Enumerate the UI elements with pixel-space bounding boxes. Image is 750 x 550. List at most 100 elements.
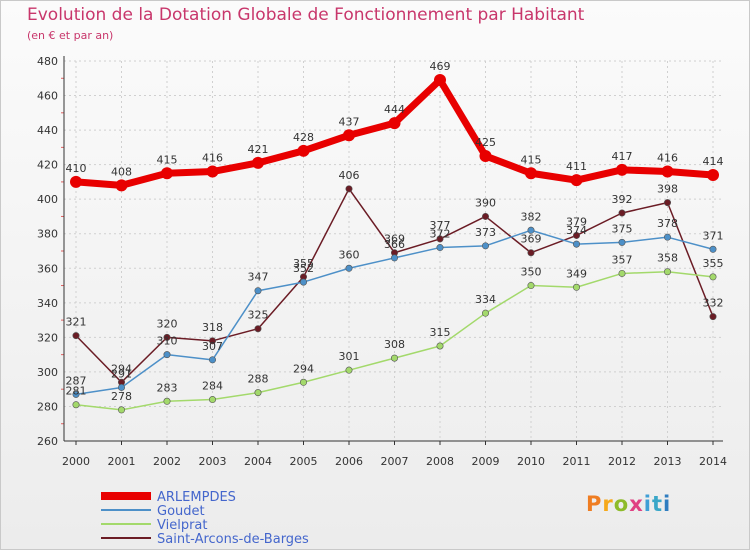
data-label-vielprat-2014: 355: [703, 257, 724, 270]
legend-label-arlempdes: ARLEMPDES: [157, 490, 236, 505]
point-saint-arcons-de-barges-2014: [709, 313, 717, 321]
point-saint-arcons-de-barges-2006: [345, 185, 353, 193]
point-goudet-2011: [572, 240, 580, 248]
proxiti-logo: Proxiti: [586, 492, 671, 516]
point-vielprat-2010: [527, 282, 535, 290]
point-vielprat-2012: [618, 269, 626, 277]
x-tick-label-2006: 2006: [335, 455, 363, 468]
legend: ARLEMPDESGoudetVielpratSaint-Arcons-de-B…: [101, 490, 309, 547]
data-label-goudet-2009: 373: [475, 226, 496, 239]
data-label-saint-arcons-de-barges-2004: 325: [248, 309, 269, 322]
data-label-vielprat-2001: 278: [111, 390, 132, 403]
data-label-vielprat-2010: 350: [521, 266, 542, 279]
data-label-goudet-2007: 366: [384, 238, 405, 251]
x-tick-label-2011: 2011: [563, 455, 591, 468]
data-label-saint-arcons-de-barges-2012: 392: [612, 193, 633, 206]
logo-letter: r: [602, 492, 614, 516]
point-arlempdes-2014: [707, 169, 719, 181]
point-saint-arcons-de-barges-2000: [72, 332, 80, 340]
point-goudet-2012: [618, 238, 626, 246]
legend-label-vielprat: Vielprat: [157, 518, 208, 533]
point-goudet-2013: [663, 233, 671, 241]
point-arlempdes-2008: [434, 74, 446, 86]
data-label-saint-arcons-de-barges-2013: 398: [657, 183, 678, 196]
point-goudet-2002: [163, 351, 171, 359]
y-tick-label-360: 360: [37, 262, 58, 275]
data-label-vielprat-2012: 357: [612, 253, 633, 266]
legend-label-goudet: Goudet: [157, 504, 205, 519]
data-label-goudet-2000: 287: [66, 374, 87, 387]
y-tick-label-260: 260: [37, 435, 58, 448]
point-goudet-2014: [709, 245, 717, 253]
logo-letter: i: [643, 492, 652, 516]
data-label-goudet-2008: 372: [430, 228, 451, 241]
data-label-vielprat-2006: 301: [339, 350, 360, 363]
chart-title: Evolution de la Dotation Globale de Fonc…: [27, 5, 585, 25]
logo-letter: i: [663, 492, 672, 516]
data-label-arlempdes-2000: 410: [66, 162, 87, 175]
data-label-vielprat-2004: 288: [248, 373, 269, 386]
x-tick-label-2014: 2014: [699, 455, 727, 468]
x-tick-label-2013: 2013: [654, 455, 682, 468]
data-label-arlempdes-2010: 415: [521, 153, 542, 166]
data-label-arlempdes-2004: 421: [248, 143, 269, 156]
point-vielprat-2007: [390, 354, 398, 362]
point-arlempdes-2009: [479, 150, 492, 162]
data-label-saint-arcons-de-barges-2011: 379: [566, 215, 587, 228]
y-tick-label-300: 300: [37, 366, 58, 379]
data-label-saint-arcons-de-barges-2008: 377: [430, 219, 451, 232]
data-label-goudet-2014: 371: [703, 229, 724, 242]
point-goudet-2001: [118, 383, 126, 391]
data-label-goudet-2006: 360: [339, 248, 360, 261]
point-saint-arcons-de-barges-2011: [572, 231, 580, 239]
point-vielprat-2009: [481, 309, 489, 317]
data-label-arlempdes-2008: 469: [430, 60, 451, 73]
data-label-arlempdes-2013: 416: [657, 152, 678, 165]
data-label-arlempdes-2007: 444: [384, 103, 405, 116]
data-label-arlempdes-2003: 416: [202, 152, 223, 165]
data-label-goudet-2005: 352: [293, 262, 314, 275]
data-label-saint-arcons-de-barges-2000: 321: [66, 316, 87, 329]
data-label-goudet-2001: 291: [111, 367, 132, 380]
data-label-goudet-2010: 382: [521, 210, 542, 223]
point-vielprat-2013: [663, 268, 671, 276]
data-label-saint-arcons-de-barges-2014: 332: [703, 297, 724, 310]
logo-letter: o: [613, 492, 630, 516]
point-arlempdes-2005: [297, 144, 310, 157]
point-vielprat-2000: [72, 401, 80, 409]
point-arlempdes-2010: [525, 167, 537, 180]
data-label-goudet-2002: 310: [157, 335, 178, 348]
x-tick-label-2000: 2000: [62, 455, 90, 468]
x-tick-label-2009: 2009: [472, 455, 500, 468]
point-arlempdes-2006: [343, 129, 355, 142]
data-label-arlempdes-2001: 408: [111, 165, 132, 178]
point-vielprat-2006: [345, 366, 353, 374]
point-vielprat-2004: [254, 389, 262, 397]
x-tick-label-2007: 2007: [381, 455, 409, 468]
point-saint-arcons-de-barges-2013: [663, 199, 671, 207]
point-goudet-2008: [436, 244, 444, 252]
y-tick-label-440: 440: [37, 124, 58, 137]
data-label-arlempdes-2014: 414: [703, 155, 724, 168]
y-tick-label-460: 460: [37, 90, 58, 103]
chart-subtitle: (en € et par an): [27, 29, 114, 42]
series-layer: [70, 74, 719, 414]
x-tick-label-2003: 2003: [199, 455, 227, 468]
point-saint-arcons-de-barges-2010: [527, 249, 535, 257]
data-label-saint-arcons-de-barges-2010: 369: [521, 233, 542, 246]
data-label-vielprat-2013: 358: [657, 252, 678, 265]
data-label-arlempdes-2005: 428: [293, 131, 314, 144]
logo-letter: x: [629, 492, 644, 516]
data-label-goudet-2013: 378: [657, 217, 678, 230]
data-label-vielprat-2009: 334: [475, 293, 496, 306]
data-label-arlempdes-2009: 425: [475, 136, 496, 149]
data-label-saint-arcons-de-barges-2007: 369: [384, 233, 405, 246]
y-tick-label-420: 420: [37, 159, 58, 172]
point-saint-arcons-de-barges-2008: [436, 235, 444, 243]
point-arlempdes-2007: [388, 117, 401, 130]
point-vielprat-2008: [436, 342, 444, 350]
point-saint-arcons-de-barges-2002: [163, 333, 171, 341]
axis-layer: 260 280 300 320 340 360 380 400 420 440 460 480 2000…: [37, 55, 727, 468]
point-saint-arcons-de-barges-2012: [618, 209, 626, 217]
point-vielprat-2005: [299, 378, 307, 386]
